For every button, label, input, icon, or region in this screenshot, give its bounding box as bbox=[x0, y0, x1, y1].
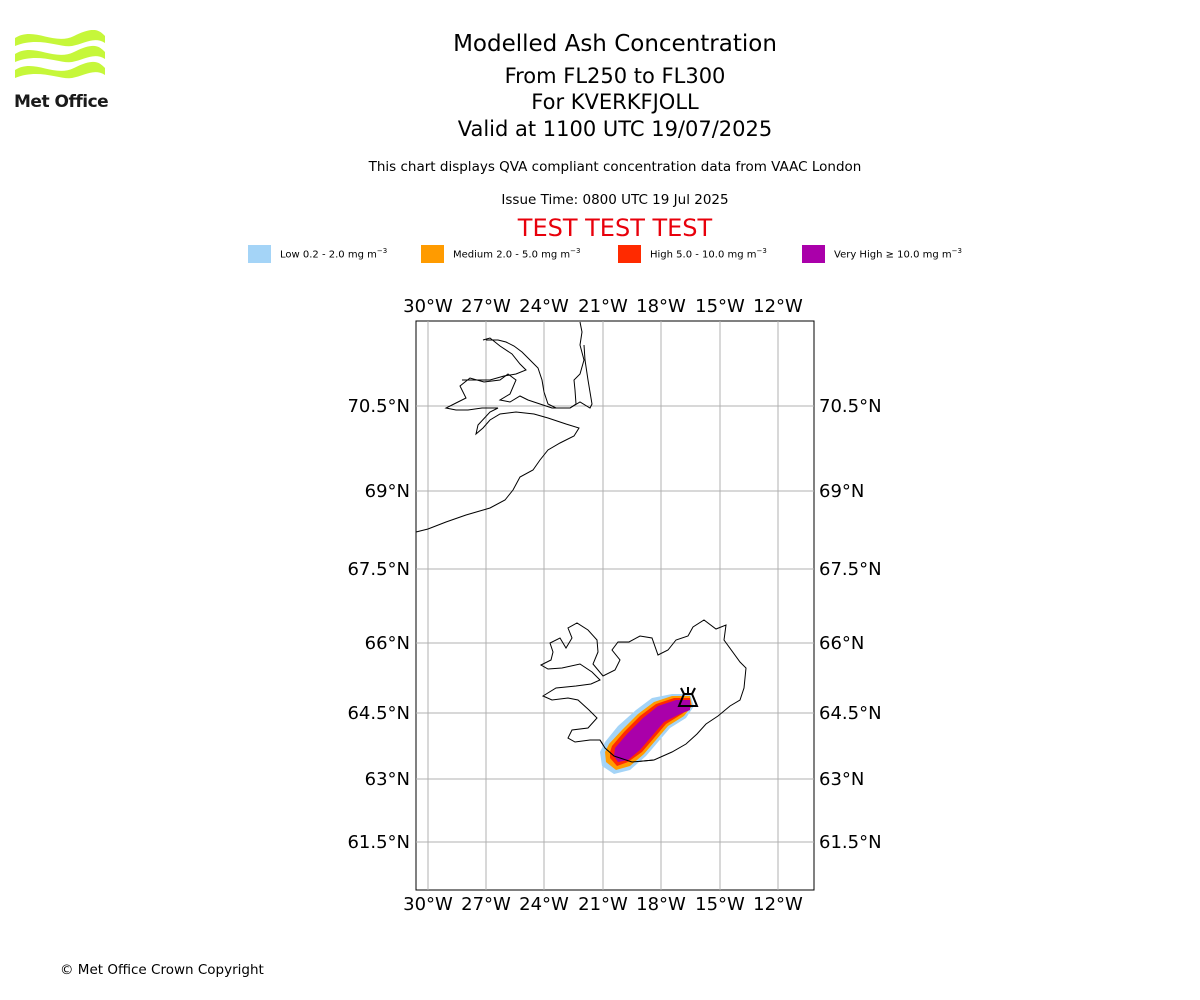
lon-label: 12°W bbox=[753, 296, 803, 317]
legend-name-low: Low bbox=[280, 249, 300, 261]
chart-title: Modelled Ash Concentration bbox=[453, 31, 777, 57]
map-gridlines bbox=[416, 321, 814, 890]
test-banner: TEST TEST TEST bbox=[517, 214, 713, 242]
lon-label: 21°W bbox=[578, 296, 628, 317]
volcano-name: For KVERKFJOLL bbox=[531, 90, 699, 114]
met-office-logo: Met Office bbox=[14, 29, 110, 112]
lat-label: 67.5°N bbox=[819, 559, 882, 580]
lon-label: 30°W bbox=[403, 894, 453, 915]
legend-exponent: −3 bbox=[376, 247, 388, 256]
chart-description: This chart displays QVA compliant concen… bbox=[368, 159, 862, 175]
legend-name-very-high: Very High bbox=[834, 249, 883, 261]
lat-label: 61.5°N bbox=[819, 832, 882, 853]
lat-label: 69°N bbox=[365, 481, 410, 502]
legend-swatch-very-high bbox=[802, 245, 825, 263]
lat-label: 67.5°N bbox=[347, 559, 410, 580]
volcano-icon bbox=[677, 687, 699, 707]
legend-swatch-medium bbox=[421, 245, 444, 263]
iceland-south-coast bbox=[599, 739, 655, 763]
lon-labels-bottom: 30°W 27°W 24°W 21°W 18°W 15°W 12°W bbox=[403, 894, 803, 915]
lon-label: 12°W bbox=[753, 894, 803, 915]
lon-label: 15°W bbox=[695, 894, 745, 915]
flight-level-range: From FL250 to FL300 bbox=[504, 64, 726, 88]
lat-label: 63°N bbox=[819, 769, 864, 790]
lon-label: 27°W bbox=[461, 894, 511, 915]
lat-label: 61.5°N bbox=[347, 832, 410, 853]
legend-range-low: 0.2 - 2.0 mg m bbox=[302, 249, 377, 261]
copyright-notice: © Met Office Crown Copyright bbox=[60, 962, 264, 978]
valid-time: Valid at 1100 UTC 19/07/2025 bbox=[457, 117, 773, 141]
lon-label: 18°W bbox=[636, 894, 686, 915]
legend-item-low: Low 0.2 - 2.0 mg m−3 bbox=[248, 244, 387, 264]
lat-label: 64.5°N bbox=[347, 703, 410, 724]
lon-label: 24°W bbox=[519, 894, 569, 915]
lon-label: 30°W bbox=[403, 296, 453, 317]
legend-name-medium: Medium bbox=[453, 249, 493, 261]
lat-label: 66°N bbox=[819, 633, 864, 654]
lon-labels-top: 30°W 27°W 24°W 21°W 18°W 15°W 12°W bbox=[403, 296, 803, 317]
legend-exponent: −3 bbox=[570, 247, 581, 256]
legend-exponent: −3 bbox=[951, 247, 962, 256]
greenland-coastline bbox=[415, 321, 593, 533]
ash-area-very-high bbox=[614, 700, 690, 762]
lat-label: 66°N bbox=[365, 633, 410, 654]
legend-item-medium: Medium 2.0 - 5.0 mg m−3 bbox=[421, 244, 580, 264]
met-office-wave-icon bbox=[15, 29, 105, 79]
lat-labels-left: 70.5°N 69°N 67.5°N 66°N 64.5°N 63°N 61.5… bbox=[347, 396, 410, 853]
legend-item-high: High 5.0 - 10.0 mg m−3 bbox=[618, 244, 767, 264]
legend-range-very-high: ≥ 10.0 mg m bbox=[885, 249, 952, 261]
legend-swatch-high bbox=[618, 245, 641, 263]
legend-range-medium: 2.0 - 5.0 mg m bbox=[496, 249, 571, 261]
lat-label: 64.5°N bbox=[819, 703, 882, 724]
legend-swatch-low bbox=[248, 245, 271, 263]
lon-label: 24°W bbox=[519, 296, 569, 317]
legend-item-very-high: Very High ≥ 10.0 mg m−3 bbox=[802, 244, 962, 264]
lon-label: 27°W bbox=[461, 296, 511, 317]
lat-label: 70.5°N bbox=[347, 396, 410, 417]
legend-exponent: −3 bbox=[756, 247, 767, 256]
map-frame bbox=[415, 320, 815, 891]
lat-labels-right: 70.5°N 69°N 67.5°N 66°N 64.5°N 63°N 61.5… bbox=[819, 396, 882, 853]
legend-name-high: High bbox=[650, 249, 673, 261]
iceland-coastline bbox=[539, 619, 747, 763]
legend-range-high: 5.0 - 10.0 mg m bbox=[676, 249, 757, 261]
lat-label: 63°N bbox=[365, 769, 410, 790]
logo-text: Met Office bbox=[14, 92, 109, 112]
lat-label: 69°N bbox=[819, 481, 864, 502]
lon-label: 15°W bbox=[695, 296, 745, 317]
lon-label: 21°W bbox=[578, 894, 628, 915]
lon-label: 18°W bbox=[636, 296, 686, 317]
issue-time: Issue Time: 0800 UTC 19 Jul 2025 bbox=[501, 192, 729, 208]
lat-label: 70.5°N bbox=[819, 396, 882, 417]
